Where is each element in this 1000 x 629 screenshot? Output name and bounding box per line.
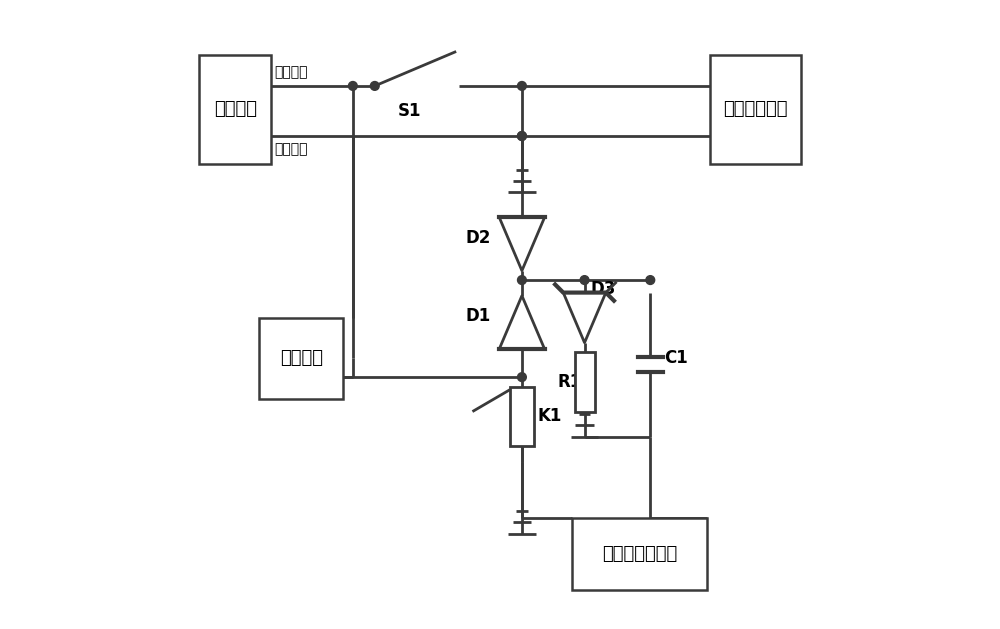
Bar <box>510 386 534 446</box>
Circle shape <box>518 131 526 140</box>
Text: S1: S1 <box>397 102 421 120</box>
Text: 电池正极: 电池正极 <box>275 65 308 80</box>
Text: C1: C1 <box>664 349 688 367</box>
Circle shape <box>348 82 357 91</box>
Bar <box>259 318 343 399</box>
Polygon shape <box>499 218 545 270</box>
Circle shape <box>518 276 526 284</box>
Text: R1: R1 <box>557 373 581 391</box>
Polygon shape <box>499 296 545 349</box>
Text: 电池负极: 电池负极 <box>275 142 308 156</box>
Bar <box>572 518 707 590</box>
Text: D1: D1 <box>465 307 491 325</box>
Bar <box>575 352 595 411</box>
Text: D3: D3 <box>591 281 616 298</box>
Text: 继电器控制回路: 继电器控制回路 <box>602 545 677 563</box>
Polygon shape <box>563 292 606 343</box>
Text: K1: K1 <box>538 407 562 425</box>
Text: 供电控制系统: 供电控制系统 <box>723 101 787 118</box>
Bar <box>710 55 801 164</box>
Circle shape <box>518 131 526 140</box>
Text: D2: D2 <box>465 229 491 247</box>
Circle shape <box>370 82 379 91</box>
Circle shape <box>518 82 526 91</box>
Circle shape <box>646 276 655 284</box>
Circle shape <box>518 373 526 382</box>
Circle shape <box>580 276 589 284</box>
Text: 感性负载: 感性负载 <box>280 349 323 367</box>
Bar <box>199 55 271 164</box>
Text: 低压电池: 低压电池 <box>214 101 257 118</box>
